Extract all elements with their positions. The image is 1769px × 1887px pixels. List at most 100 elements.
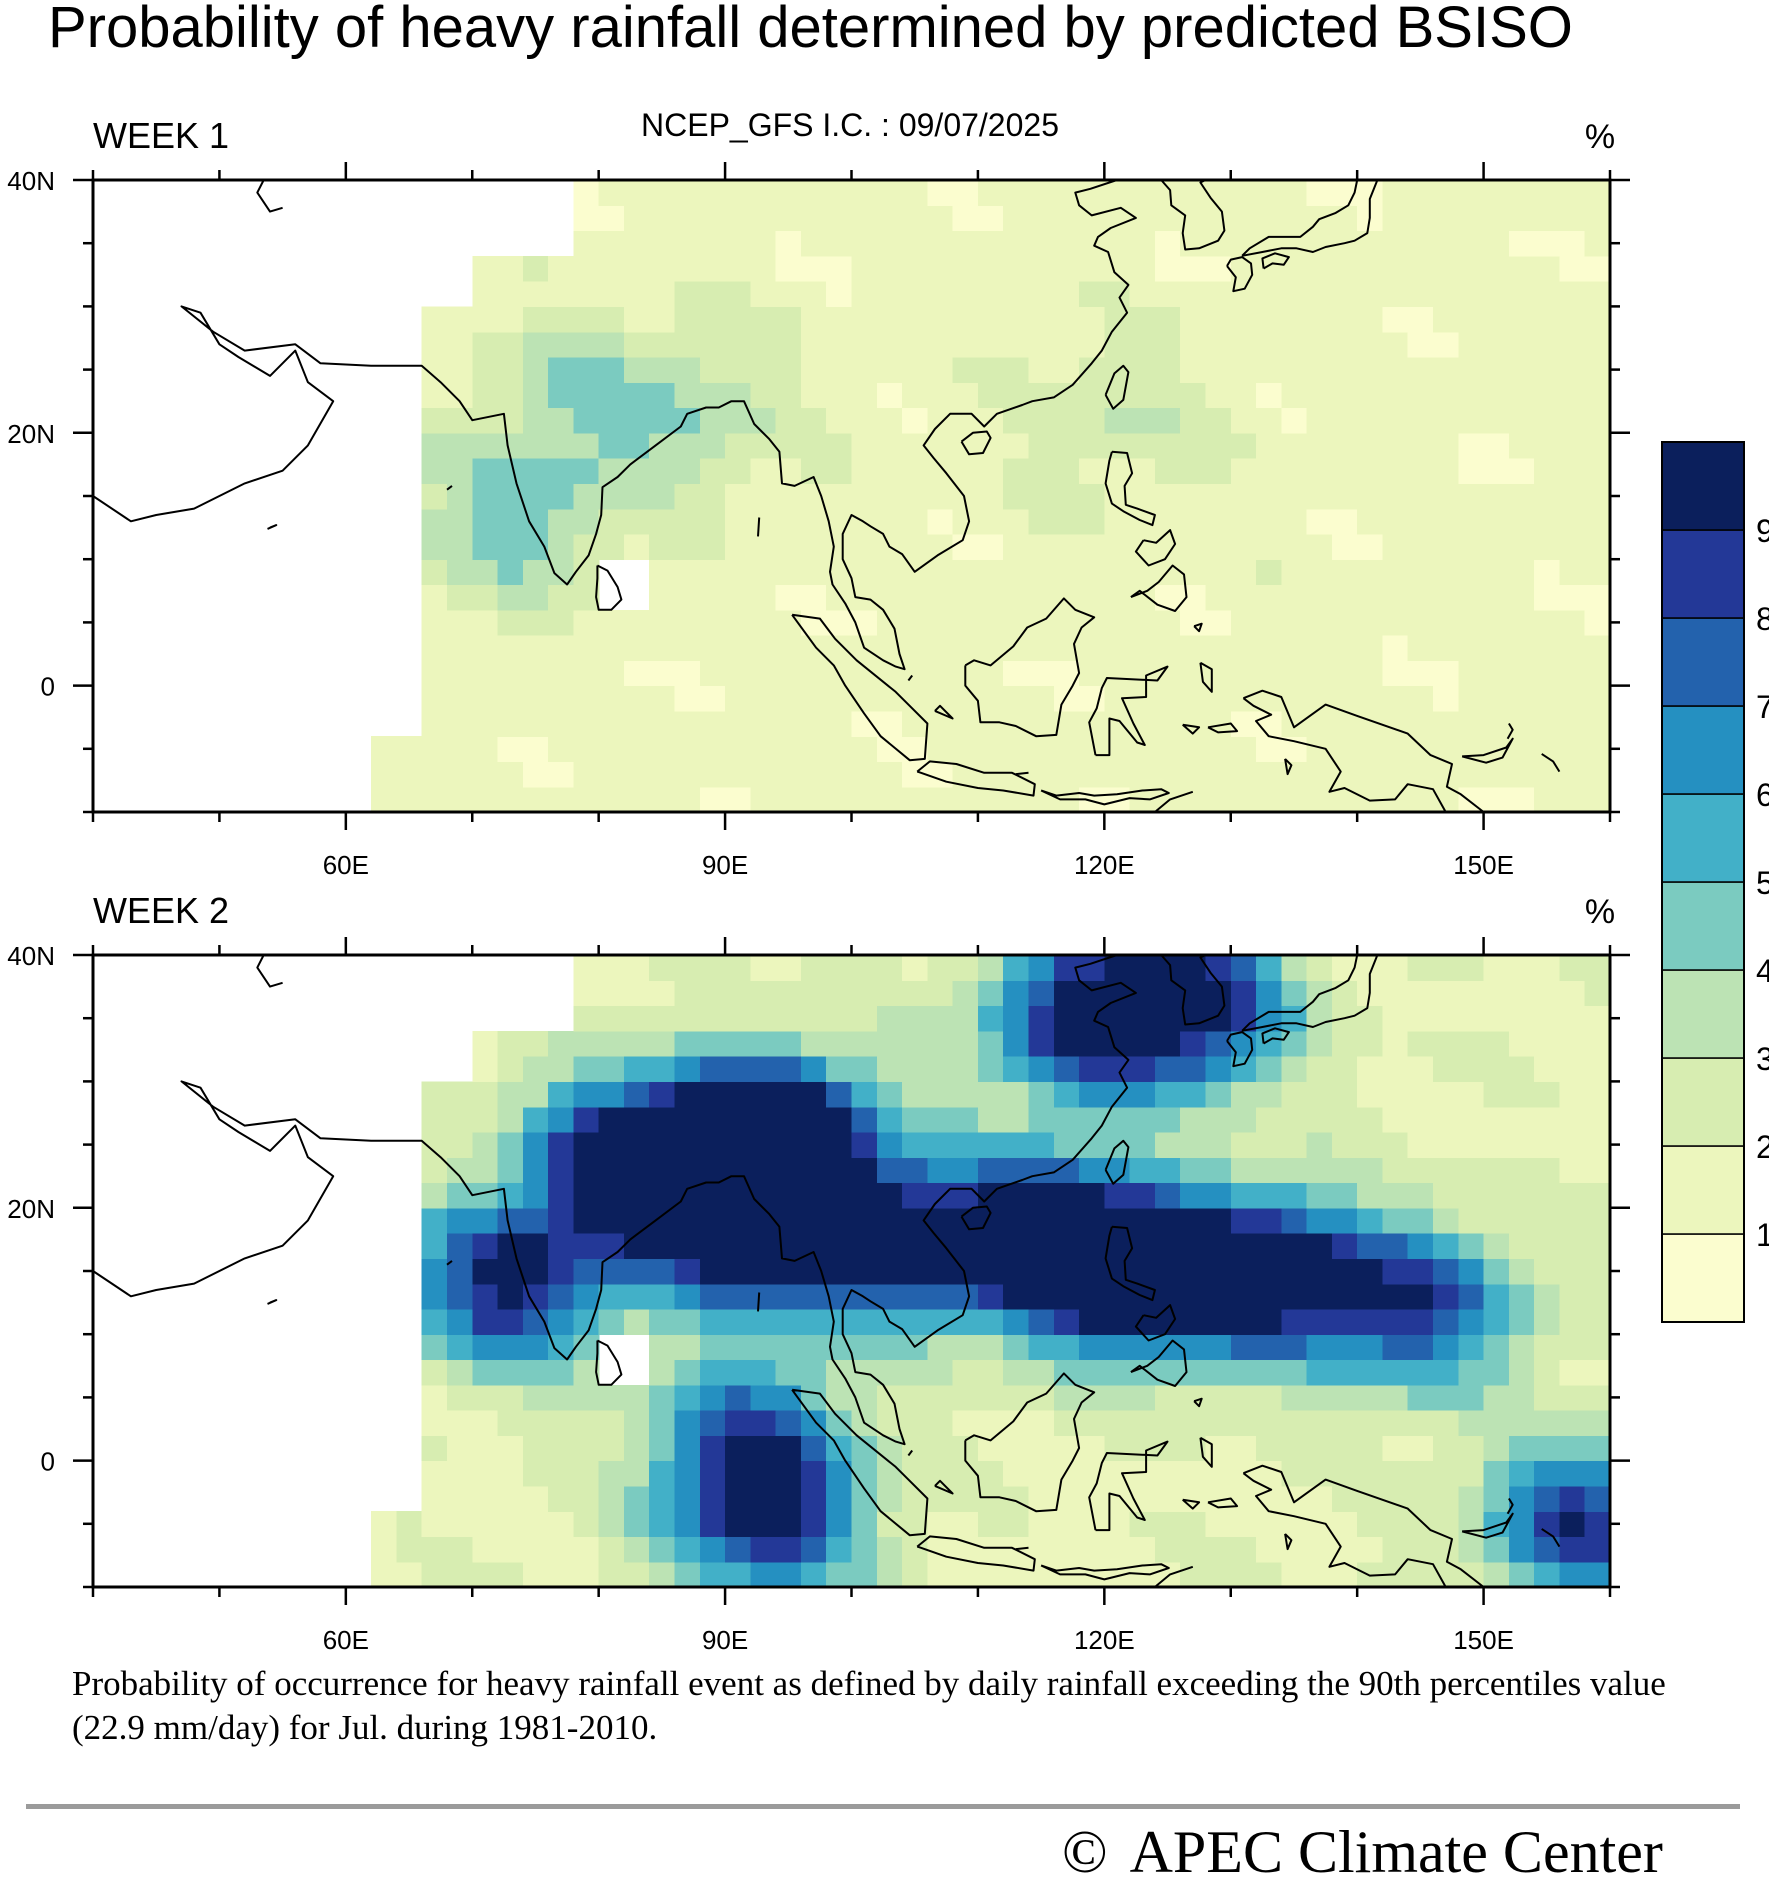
field-cell xyxy=(699,432,726,459)
field-cell xyxy=(851,1106,878,1133)
field-cell xyxy=(1458,255,1485,282)
field-cell xyxy=(1028,635,1055,661)
field-cell xyxy=(1584,1106,1611,1133)
field-cell xyxy=(1104,1030,1131,1057)
field-cell xyxy=(1483,1081,1510,1108)
field-cell xyxy=(952,1384,979,1411)
field-cell xyxy=(699,1258,726,1285)
field-cell xyxy=(725,432,751,459)
y-tick-label: 0 xyxy=(41,672,55,702)
field-cell xyxy=(1230,1258,1257,1285)
field-cell xyxy=(1306,1308,1333,1335)
field-cell xyxy=(800,1106,827,1133)
field-cell xyxy=(775,281,802,307)
colorbar-box xyxy=(1661,1057,1745,1147)
field-cell xyxy=(421,635,448,661)
field-cell xyxy=(851,255,878,282)
field-cell xyxy=(1129,458,1156,484)
field-cell xyxy=(1433,1056,1459,1082)
field-cell xyxy=(775,1157,802,1184)
field-cell xyxy=(775,1308,802,1335)
coastline xyxy=(1040,788,1170,806)
field-cell xyxy=(1053,483,1080,510)
field-cell xyxy=(1129,1132,1156,1158)
field-cell xyxy=(1028,357,1055,383)
y-tick-label: 20N xyxy=(7,419,55,449)
field-cell xyxy=(699,955,726,981)
field-cell xyxy=(598,736,625,763)
field-cell xyxy=(1433,1182,1459,1209)
field-cell xyxy=(1079,1359,1105,1386)
field-cell xyxy=(1256,1081,1282,1108)
field-cell xyxy=(1180,357,1207,383)
field-cell xyxy=(800,1056,827,1082)
field-cell xyxy=(674,1485,701,1512)
field-cell xyxy=(876,736,903,763)
field-cell xyxy=(421,1384,448,1411)
field-cell xyxy=(1205,1511,1232,1538)
field-cell xyxy=(1357,1359,1384,1386)
field-cell xyxy=(1458,432,1485,459)
field-cell xyxy=(1205,635,1232,661)
field-cell xyxy=(598,1030,625,1057)
field-cell xyxy=(649,255,676,282)
field-cell xyxy=(876,1132,903,1158)
field-cell xyxy=(396,1561,423,1588)
field-cell xyxy=(649,660,676,687)
field-cell xyxy=(548,1410,574,1436)
field-cell xyxy=(548,660,574,687)
field-cell xyxy=(1028,1056,1055,1082)
field-cell xyxy=(421,1283,448,1310)
field-cell xyxy=(725,1308,751,1335)
field-cell xyxy=(977,255,1004,282)
field-cell xyxy=(952,407,979,434)
field-cell xyxy=(649,180,676,206)
field-cell xyxy=(775,786,802,813)
field-cell xyxy=(649,1511,676,1538)
field-cell xyxy=(472,1410,499,1436)
field-cell xyxy=(725,1157,751,1184)
field-cell xyxy=(623,1410,650,1436)
field-cell xyxy=(421,1561,448,1588)
field-cell xyxy=(1584,1536,1611,1563)
field-cell xyxy=(548,685,574,712)
field-cell xyxy=(1407,1435,1434,1462)
field-cell xyxy=(725,1056,751,1082)
field-cell xyxy=(775,357,802,383)
field-cell xyxy=(927,230,954,257)
field-cell xyxy=(1079,1334,1105,1361)
coastline xyxy=(1207,722,1239,734)
field-cell xyxy=(548,635,574,661)
field-cell xyxy=(699,1384,726,1411)
field-cell xyxy=(800,331,827,358)
field-cell xyxy=(1584,432,1611,459)
field-cell xyxy=(1331,1258,1358,1285)
field-cell xyxy=(371,761,397,788)
field-cell xyxy=(1003,660,1030,687)
field-cell xyxy=(1534,357,1560,383)
field-cell xyxy=(522,1511,549,1538)
field-cell xyxy=(1281,483,1308,510)
field-cell xyxy=(573,1536,600,1563)
field-cell xyxy=(472,1561,499,1588)
field-cell xyxy=(1382,281,1409,307)
field-cell xyxy=(927,1460,954,1487)
field-cell xyxy=(1508,1081,1535,1108)
field-cell xyxy=(548,1207,574,1234)
field-cell xyxy=(1508,685,1535,712)
field-cell xyxy=(1256,508,1282,535)
field-cell xyxy=(1483,483,1510,510)
field-cell xyxy=(1028,1233,1055,1259)
field-cell xyxy=(800,205,827,232)
field-cell xyxy=(1458,483,1485,510)
field-cell xyxy=(876,306,903,333)
field-cell xyxy=(598,1233,625,1259)
field-cell xyxy=(1433,1536,1459,1563)
field-cell xyxy=(1534,458,1560,484)
field-cell xyxy=(1205,205,1232,232)
field-cell xyxy=(472,1485,499,1512)
field-cell xyxy=(1003,635,1030,661)
field-cell xyxy=(1331,1182,1358,1209)
field-cell xyxy=(826,635,853,661)
field-cell xyxy=(750,407,777,434)
